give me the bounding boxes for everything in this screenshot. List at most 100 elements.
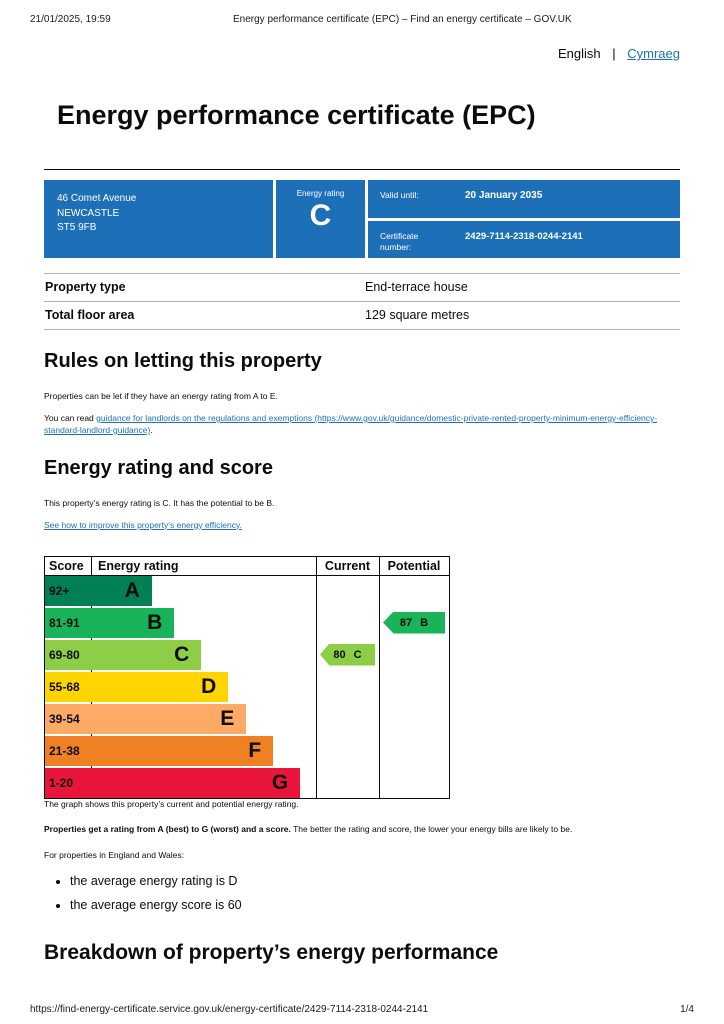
band-row: 39-54 E [45, 703, 316, 734]
rules-paragraph-2-suffix: . [150, 424, 153, 435]
band-row: 1-20 G [45, 767, 316, 798]
band-row: 81-91 B [45, 607, 316, 638]
rules-paragraph-2-prefix: You can read [44, 412, 97, 423]
band-letter: B [147, 610, 163, 634]
chart-header: Score Energy rating Current Potential [45, 557, 449, 576]
certificate-number-row: Certificate number: 2429-7114-2318-0244-… [368, 220, 680, 259]
page-title: Energy performance certificate (EPC) [57, 100, 536, 130]
improve-efficiency-link[interactable]: See how to improve this property’s energ… [44, 519, 242, 530]
language-current: English [557, 46, 601, 61]
language-link-cymraeg[interactable]: Cymraeg [627, 46, 680, 61]
band-letter: F [248, 738, 262, 762]
arrow-score: 80 [333, 648, 346, 661]
arrow-score: 87 [399, 616, 413, 629]
band-bar: A [91, 575, 152, 606]
chart-divider [379, 556, 380, 798]
chart-explanation: Properties get a rating from A (best) to… [44, 824, 680, 836]
certificate-number-value: 2429-7114-2318-0244-2141 [465, 230, 583, 242]
chart-explanation-bold: Properties get a rating from A (best) to… [44, 824, 291, 835]
band-score: 81-91 [45, 607, 91, 638]
chart-divider [316, 556, 317, 798]
band-row: 92+ A [45, 575, 316, 606]
address-line-2: NEWCASTLE [57, 207, 120, 219]
property-address: 46 Comet Avenue NEWCASTLE ST5 9FB [44, 180, 273, 259]
rating-score-heading: Energy rating and score [44, 456, 273, 479]
arrow-letter: C [353, 648, 362, 661]
current-arrow: 80 C [320, 643, 375, 666]
arrow-letter: B [420, 616, 429, 629]
page-content: English | Cymraeg Energy performance cer… [44, 0, 680, 965]
band-bar: B [91, 607, 175, 638]
certificate-meta: Valid until: 20 January 2035 Certificate… [368, 180, 680, 259]
regions-intro: For properties in England and Wales: [44, 850, 185, 861]
certificate-banner: 46 Comet Avenue NEWCASTLE ST5 9FB Energy… [44, 180, 680, 259]
band-bar-cell: G [91, 767, 316, 798]
energy-rating-box: Energy rating C [276, 180, 365, 259]
band-letter: D [201, 674, 217, 698]
band-row: 21-38 F [45, 735, 316, 766]
property-facts: Property type End-terrace house Total fl… [44, 273, 680, 331]
fact-value: 129 square metres [365, 308, 470, 323]
energy-rating-label: Energy rating [296, 189, 345, 199]
print-footer-page: 1/4 [680, 1004, 694, 1015]
print-header: 21/01/2025, 19:59 Energy performance cer… [30, 14, 694, 25]
language-switcher: English | Cymraeg [44, 46, 680, 62]
band-letter: E [220, 706, 235, 730]
band-letter: C [174, 642, 190, 666]
rules-paragraph-2: You can read guidance for landlords on t… [44, 413, 680, 437]
band-bar: D [91, 671, 229, 702]
band-bar: F [91, 735, 274, 766]
chart-header-current: Current [324, 558, 371, 573]
breakdown-heading: Breakdown of property’s energy performan… [44, 940, 499, 964]
print-footer-url: https://find-energy-certificate.service.… [30, 1004, 429, 1015]
band-bar-cell: B [91, 607, 316, 638]
print-footer: https://find-energy-certificate.service.… [30, 1004, 694, 1015]
band-bar: E [91, 703, 247, 734]
chart-header-potential: Potential [387, 558, 441, 573]
chart-body: 92+ A 81-91 B 69-80 C 55-68 D [45, 575, 449, 798]
band-score: 69-80 [45, 639, 91, 670]
band-letter: A [124, 578, 140, 602]
band-score: 21-38 [45, 735, 91, 766]
fact-label: Property type [45, 280, 126, 295]
valid-until-row: Valid until: 20 January 2035 [368, 180, 680, 218]
fact-row-floor-area: Total floor area 129 square metres [44, 302, 680, 331]
band-bar-cell: F [91, 735, 316, 766]
chart-explanation-rest: The better the rating and score, the low… [293, 824, 573, 835]
average-rating-list: the average energy rating is D the avera… [44, 872, 680, 915]
print-datetime: 21/01/2025, 19:59 [30, 14, 111, 25]
band-row: 69-80 C [45, 639, 316, 670]
language-separator: | [612, 46, 616, 61]
list-item: the average energy rating is D [70, 872, 680, 891]
band-score: 1-20 [45, 767, 91, 798]
fact-row-property-type: Property type End-terrace house [44, 274, 680, 303]
chart-header-score: Score [49, 558, 84, 573]
band-bar-cell: D [91, 671, 316, 702]
chart-header-rating: Energy rating [98, 558, 179, 573]
band-bar-cell: A [91, 575, 316, 606]
band-row: 55-68 D [45, 671, 316, 702]
chart-caption: The graph shows this property’s current … [44, 798, 299, 809]
epc-chart: Score Energy rating Current Potential 92… [44, 555, 450, 799]
band-bar: C [91, 639, 202, 670]
energy-rating-value: C [309, 199, 332, 233]
address-line-1: 46 Comet Avenue [57, 193, 137, 205]
valid-until-value: 20 January 2035 [465, 190, 543, 202]
band-bar-cell: C [91, 639, 316, 670]
rules-paragraph-1: Properties can be let if they have an en… [44, 391, 278, 402]
landlord-guidance-link[interactable]: guidance for landlords on the regulation… [44, 412, 658, 435]
band-letter: G [271, 770, 289, 794]
print-doc-title: Energy performance certificate (EPC) – F… [232, 14, 572, 25]
address-line-3: ST5 9FB [57, 222, 97, 234]
potential-column: 87 B [379, 576, 449, 798]
fact-label: Total floor area [45, 308, 135, 323]
fact-value: End-terrace house [365, 280, 468, 295]
valid-until-label: Valid until: [380, 190, 419, 201]
rules-heading: Rules on letting this property [44, 350, 322, 373]
band-bar: G [91, 767, 301, 798]
band-score: 55-68 [45, 671, 91, 702]
list-item: the average energy score is 60 [70, 896, 680, 915]
band-score: 39-54 [45, 703, 91, 734]
band-bar-cell: E [91, 703, 316, 734]
